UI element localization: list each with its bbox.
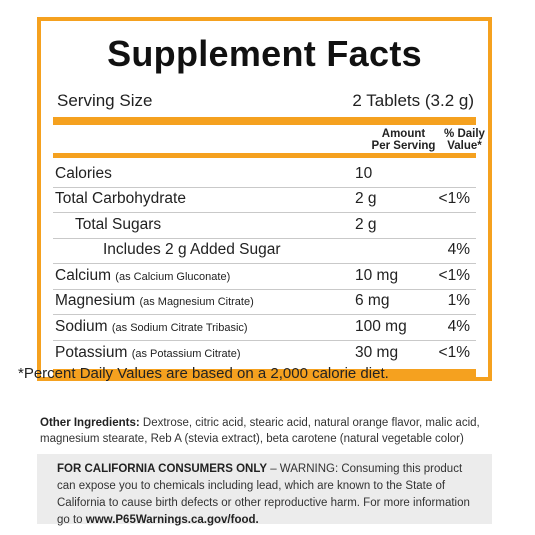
daily-value-header-text: % Daily Value* xyxy=(444,128,485,152)
nutrient-source-note: (as Potassium Citrate) xyxy=(131,348,241,360)
amount-header-text: Amount Per Serving xyxy=(371,128,436,152)
nutrient-amount: 2 g xyxy=(355,216,377,233)
nutrient-name-text: Calories xyxy=(55,165,112,182)
daily-value-header: % Daily Value* xyxy=(427,128,502,152)
supplement-facts-panel: Supplement Facts Serving Size 2 Tablets … xyxy=(37,17,492,381)
nutrient-daily-value: 4% xyxy=(447,241,470,258)
serving-size-row: Serving Size 2 Tablets (3.2 g) xyxy=(57,91,474,111)
warning-label: FOR CALIFORNIA CONSUMERS ONLY xyxy=(57,463,267,475)
daily-value-footnote: *Percent Daily Values are based on a 2,0… xyxy=(18,365,389,382)
nutrient-name-text: Sodium xyxy=(55,318,108,335)
nutrient-name: Sodium (as Sodium Citrate Tribasic) xyxy=(55,318,248,336)
divider-header xyxy=(53,153,476,158)
nutrient-daily-value: <1% xyxy=(438,344,470,361)
warning-text: – WARNING: Consuming this product can ex… xyxy=(57,463,470,526)
prop65-warning: FOR CALIFORNIA CONSUMERS ONLY – WARNING:… xyxy=(37,454,492,526)
nutrient-name: Magnesium (as Magnesium Citrate) xyxy=(55,292,254,310)
serving-size-value: 2 Tablets (3.2 g) xyxy=(352,91,474,110)
serving-size-label: Serving Size xyxy=(57,91,153,110)
ingredients-text: Dextrose, citric acid, stearic acid, nat… xyxy=(40,417,480,445)
ingredients-label: Other Ingredients: xyxy=(40,417,140,429)
nutrient-daily-value: 1% xyxy=(447,292,470,309)
nutrient-amount: 30 mg xyxy=(355,344,399,361)
nutrient-name-text: Total Sugars xyxy=(75,216,162,233)
nutrient-row: Total Carbohydrate 2 g <1% xyxy=(53,187,476,213)
nutrient-row: Sodium (as Sodium Citrate Tribasic) 100 m… xyxy=(53,315,476,341)
nutrient-name-text: Includes 2 g Added Sugar xyxy=(103,241,281,258)
nutrient-row: Magnesium (as Magnesium Citrate) 6 mg 1% xyxy=(53,289,476,315)
nutrient-source-note: (as Magnesium Citrate) xyxy=(139,296,254,308)
warning-link[interactable]: www.P65Warnings.ca.gov/food. xyxy=(85,514,259,526)
nutrient-row: Calories 10 xyxy=(53,162,476,188)
nutrient-name: Total Sugars xyxy=(75,216,161,234)
other-ingredients: Other Ingredients: Dextrose, citric acid… xyxy=(40,415,500,447)
nutrient-daily-value: <1% xyxy=(438,267,470,284)
nutrient-source-note: (as Sodium Citrate Tribasic) xyxy=(111,322,248,334)
divider-top xyxy=(53,117,476,125)
nutrient-amount: 10 xyxy=(355,165,373,182)
nutrient-daily-value: <1% xyxy=(438,190,470,207)
nutrient-name: Total Carbohydrate xyxy=(55,190,186,208)
nutrient-name: Potassium (as Potassium Citrate) xyxy=(55,344,241,362)
nutrient-row: Total Sugars 2 g xyxy=(53,213,476,239)
nutrient-name-text: Potassium xyxy=(55,344,128,361)
nutrient-amount: 2 g xyxy=(355,190,377,207)
nutrient-amount: 10 mg xyxy=(355,267,399,284)
nutrient-name: Calcium (as Calcium Gluconate) xyxy=(55,267,230,285)
nutrient-row: Calcium (as Calcium Gluconate) 10 mg <1% xyxy=(53,264,476,290)
nutrient-row: Potassium (as Potassium Citrate) 30 mg <1% xyxy=(53,341,476,366)
divider-bottom xyxy=(53,369,476,377)
nutrient-name: Includes 2 g Added Sugar xyxy=(103,241,281,259)
nutrient-row: Includes 2 g Added Sugar 4% xyxy=(53,238,476,264)
nutrient-name-text: Calcium xyxy=(55,267,111,284)
nutrient-daily-value: 4% xyxy=(447,318,470,335)
nutrient-amount: 6 mg xyxy=(355,292,390,309)
nutrient-amount: 100 mg xyxy=(355,318,407,335)
nutrient-name: Calories xyxy=(55,165,112,183)
nutrient-name-text: Total Carbohydrate xyxy=(55,190,186,207)
amount-header: Amount Per Serving xyxy=(361,128,446,152)
nutrient-source-note: (as Calcium Gluconate) xyxy=(115,271,231,283)
panel-title: Supplement Facts xyxy=(107,33,422,74)
nutrient-name-text: Magnesium xyxy=(55,292,136,309)
